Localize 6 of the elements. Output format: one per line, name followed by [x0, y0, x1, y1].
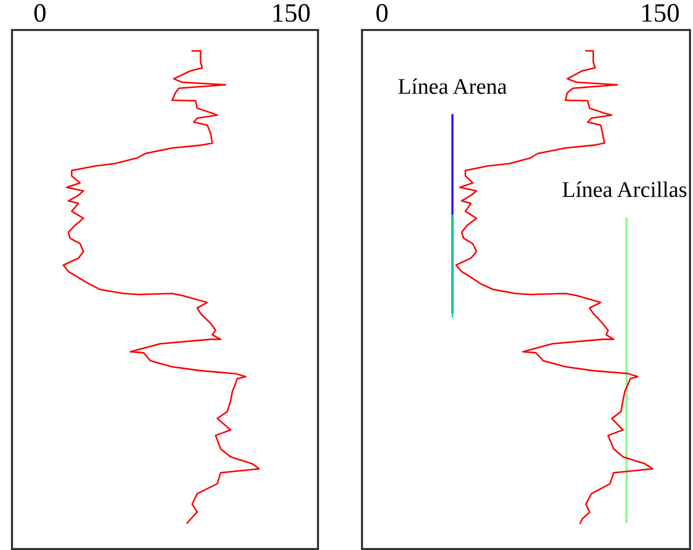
x-tick-label: 0: [376, 4, 388, 22]
series-label: Línea Arena: [398, 78, 507, 94]
x-tick-label: 150: [642, 4, 679, 22]
x-tick-label: 0: [34, 4, 46, 22]
x-tick-label: 150: [273, 4, 310, 22]
series-label: Línea Arcillas: [562, 181, 686, 198]
